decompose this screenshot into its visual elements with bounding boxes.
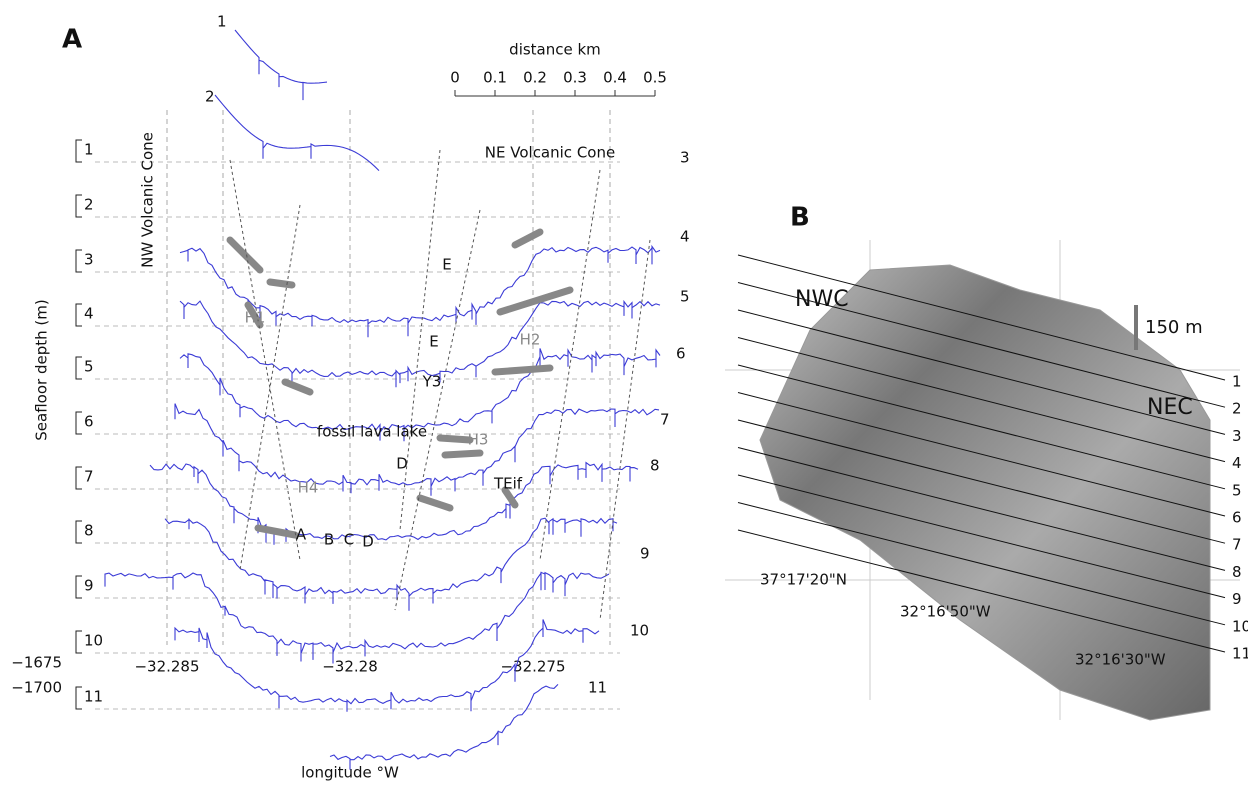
annotation: fossil lava lake xyxy=(317,423,427,441)
coord-label: 37°17'20"N xyxy=(760,571,847,589)
annotation: H2 xyxy=(520,331,541,349)
figure: A1234567891011−32.285−32.28−32.275longit… xyxy=(0,0,1248,786)
profile-number: 3 xyxy=(680,149,690,167)
scale-label: 150 m xyxy=(1145,317,1203,338)
bracket-number: 4 xyxy=(84,305,94,323)
bracket-number: 3 xyxy=(84,251,94,269)
horizon-marker xyxy=(500,290,570,312)
line-number: 10 xyxy=(1232,617,1248,635)
correlation xyxy=(395,210,480,610)
line-number: 11 xyxy=(1232,645,1248,663)
scale-tick-label: 0.2 xyxy=(523,69,547,87)
annotation: H3 xyxy=(468,431,489,449)
horizon-marker xyxy=(515,232,540,245)
horizon-marker xyxy=(420,498,450,508)
site-label: NWC xyxy=(795,287,849,312)
bracket-number: 10 xyxy=(84,632,103,650)
annotation: H1 xyxy=(245,309,266,327)
horizon-marker xyxy=(445,453,480,455)
scale-tick-label: 0.4 xyxy=(603,69,627,87)
horizon-marker xyxy=(440,438,470,440)
site-label: NEC xyxy=(1147,395,1193,420)
line-number: 7 xyxy=(1232,536,1242,554)
y-axis-label: Seafloor depth (m) xyxy=(33,299,51,440)
profile-number: 11 xyxy=(588,679,607,697)
coord-label: 32°16'50"W xyxy=(900,603,991,621)
profile-number: 5 xyxy=(680,288,690,306)
depth-scale: −1700 xyxy=(11,679,62,697)
profile xyxy=(330,684,558,769)
coord-label: 32°16'30"W xyxy=(1075,651,1166,669)
bracket xyxy=(76,412,82,434)
scale-tick-label: 0 xyxy=(450,69,460,87)
bracket-number: 1 xyxy=(84,141,94,159)
annotation: E xyxy=(442,256,451,274)
bracket xyxy=(76,467,82,489)
scale-tick-label: 0.5 xyxy=(643,69,667,87)
line-number: 2 xyxy=(1232,400,1242,418)
scale-tick-label: 0.1 xyxy=(483,69,507,87)
bracket xyxy=(76,357,82,379)
annotation: B xyxy=(324,531,334,549)
bracket xyxy=(76,576,82,598)
horizon-marker xyxy=(270,282,292,285)
profile-number: 8 xyxy=(650,457,660,475)
line-number: 9 xyxy=(1232,590,1242,608)
x-tick-label: −32.285 xyxy=(134,658,199,676)
annotation: NE Volcanic Cone xyxy=(485,144,615,162)
bracket xyxy=(76,687,82,709)
profile xyxy=(175,404,659,496)
bracket-number: 5 xyxy=(84,358,94,376)
profile-number: 7 xyxy=(660,411,670,429)
bracket xyxy=(76,304,82,326)
bracket-number: 9 xyxy=(84,577,94,595)
correlation xyxy=(230,160,300,560)
annotation: TEif xyxy=(493,475,523,493)
bracket-number: 8 xyxy=(84,522,94,540)
annotation: A xyxy=(296,526,307,544)
x-tick-label: −32.28 xyxy=(322,658,378,676)
annotation: D xyxy=(362,533,374,551)
bracket xyxy=(76,140,82,162)
depth-scale: −1675 xyxy=(11,654,62,672)
line-number: 4 xyxy=(1232,454,1242,472)
profile-number: 1 xyxy=(217,13,227,31)
bracket xyxy=(76,521,82,543)
scale-tick-label: 0.3 xyxy=(563,69,587,87)
annotation: NW Volcanic Cone xyxy=(139,132,157,268)
profile xyxy=(215,95,379,171)
line-number: 3 xyxy=(1232,427,1242,445)
horizon-marker xyxy=(285,382,310,392)
profile xyxy=(165,518,617,611)
profile xyxy=(235,30,327,100)
correlation xyxy=(600,240,650,620)
profile-number: 9 xyxy=(640,545,650,563)
profile-number: 10 xyxy=(630,622,649,640)
bracket xyxy=(76,250,82,272)
bracket xyxy=(76,195,82,217)
annotation: D xyxy=(396,455,408,473)
annotation: Y3 xyxy=(422,373,442,391)
line-number: 8 xyxy=(1232,563,1242,581)
panel-label: A xyxy=(62,25,82,55)
scale-title: distance km xyxy=(509,41,601,59)
annotation: E xyxy=(429,333,438,351)
bracket-number: 6 xyxy=(84,413,94,431)
annotation: C xyxy=(344,531,354,549)
horizon-marker xyxy=(258,528,295,535)
line-number: 6 xyxy=(1232,509,1242,527)
bracket-number: 2 xyxy=(84,196,94,214)
line-number: 5 xyxy=(1232,481,1242,499)
horizon-marker xyxy=(495,368,550,372)
panel-label: B xyxy=(790,203,810,233)
bracket xyxy=(76,631,82,653)
profile-number: 6 xyxy=(676,345,686,363)
profile-number: 2 xyxy=(205,88,215,106)
annotation: H4 xyxy=(298,479,319,497)
bracket-number: 11 xyxy=(84,688,103,706)
line-number: 1 xyxy=(1232,373,1242,391)
bracket-number: 7 xyxy=(84,468,94,486)
profile-number: 4 xyxy=(680,228,690,246)
x-tick-label: −32.275 xyxy=(500,658,565,676)
